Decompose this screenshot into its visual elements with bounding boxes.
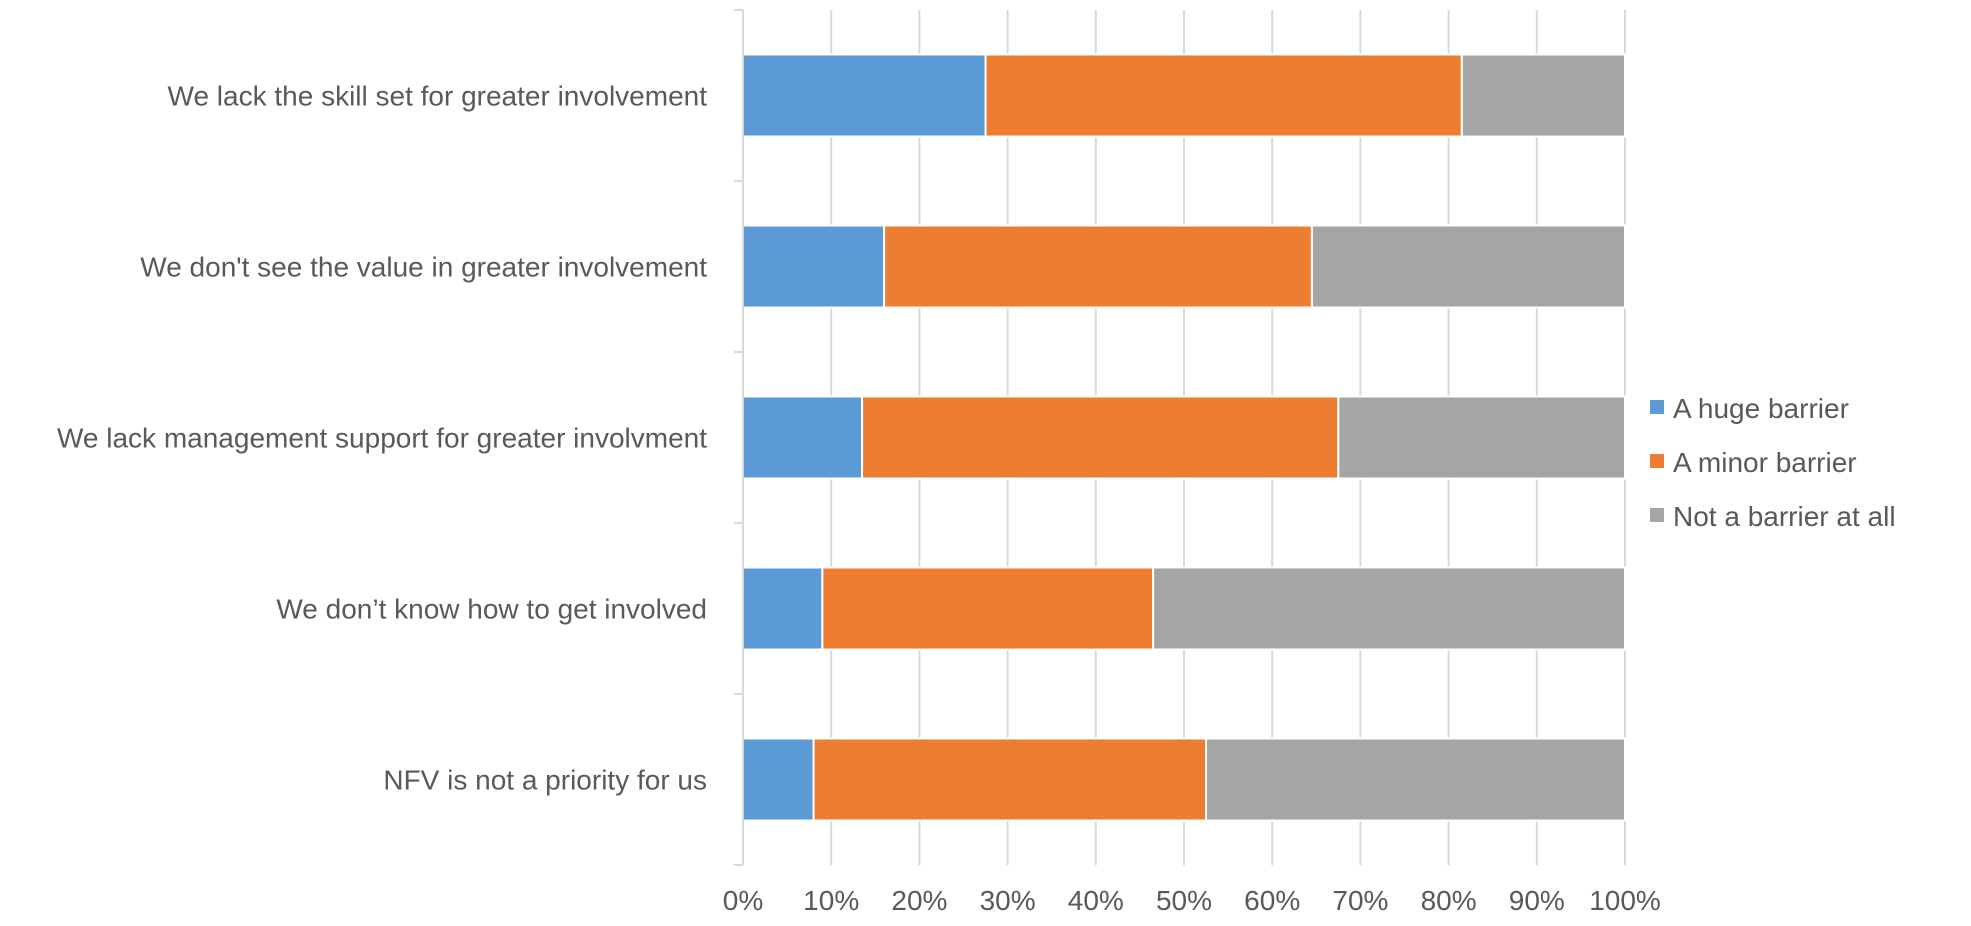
bar-a-huge-barrier-1 — [742, 224, 886, 309]
legend: A huge barrier A minor barrier Not a barri… — [1650, 393, 1896, 532]
legend-label-0: A huge barrier — [1673, 393, 1849, 424]
x-tick-label-10: 100% — [1589, 885, 1661, 916]
category-label-0: We lack the skill set for greater involv… — [168, 81, 708, 112]
bar-not-a-barrier-at-all-1 — [1310, 224, 1626, 309]
legend-label-2: Not a barrier at all — [1673, 501, 1896, 532]
category-label-2: We lack management support for greater i… — [57, 423, 707, 454]
bar-a-huge-barrier-4 — [742, 737, 815, 822]
axes — [734, 9, 744, 866]
bar-a-minor-barrier-4 — [812, 737, 1208, 822]
x-tick-label-7: 70% — [1332, 885, 1388, 916]
x-tick-label-9: 90% — [1509, 885, 1565, 916]
category-label-1: We don't see the value in greater involv… — [140, 252, 707, 283]
category-label-4: NFV is not a priority for us — [383, 765, 707, 796]
x-tick-label-3: 30% — [980, 885, 1036, 916]
legend-label-1: A minor barrier — [1673, 447, 1857, 478]
bar-not-a-barrier-at-all-0 — [1460, 53, 1626, 138]
category-label-3: We don’t know how to get involved — [276, 594, 707, 625]
bar-a-minor-barrier-2 — [861, 395, 1340, 480]
bar-a-minor-barrier-1 — [883, 224, 1313, 309]
x-tick-labels: 0% 10% 20% 30% 40% 50% 60% 70% 80% 90% 100% — [723, 885, 1661, 916]
legend-swatch-0 — [1650, 400, 1664, 414]
bars — [742, 53, 1627, 822]
x-tick-label-5: 50% — [1156, 885, 1212, 916]
x-tick-label-6: 60% — [1244, 885, 1300, 916]
x-tick-label-8: 80% — [1421, 885, 1477, 916]
x-tick-label-0: 0% — [723, 885, 763, 916]
bar-a-minor-barrier-0 — [984, 53, 1463, 138]
bar-a-huge-barrier-3 — [742, 566, 824, 651]
bar-a-minor-barrier-3 — [821, 566, 1155, 651]
category-labels: We lack the skill set for greater involv… — [57, 81, 707, 796]
legend-swatch-1 — [1650, 454, 1664, 468]
x-tick-label-2: 20% — [891, 885, 947, 916]
bar-not-a-barrier-at-all-4 — [1205, 737, 1627, 822]
bar-not-a-barrier-at-all-3 — [1152, 566, 1626, 651]
bar-not-a-barrier-at-all-2 — [1337, 395, 1626, 480]
x-tick-label-1: 10% — [803, 885, 859, 916]
legend-swatch-2 — [1650, 508, 1664, 522]
bar-a-huge-barrier-2 — [742, 395, 864, 480]
bar-a-huge-barrier-0 — [742, 53, 987, 138]
x-tick-label-4: 40% — [1068, 885, 1124, 916]
